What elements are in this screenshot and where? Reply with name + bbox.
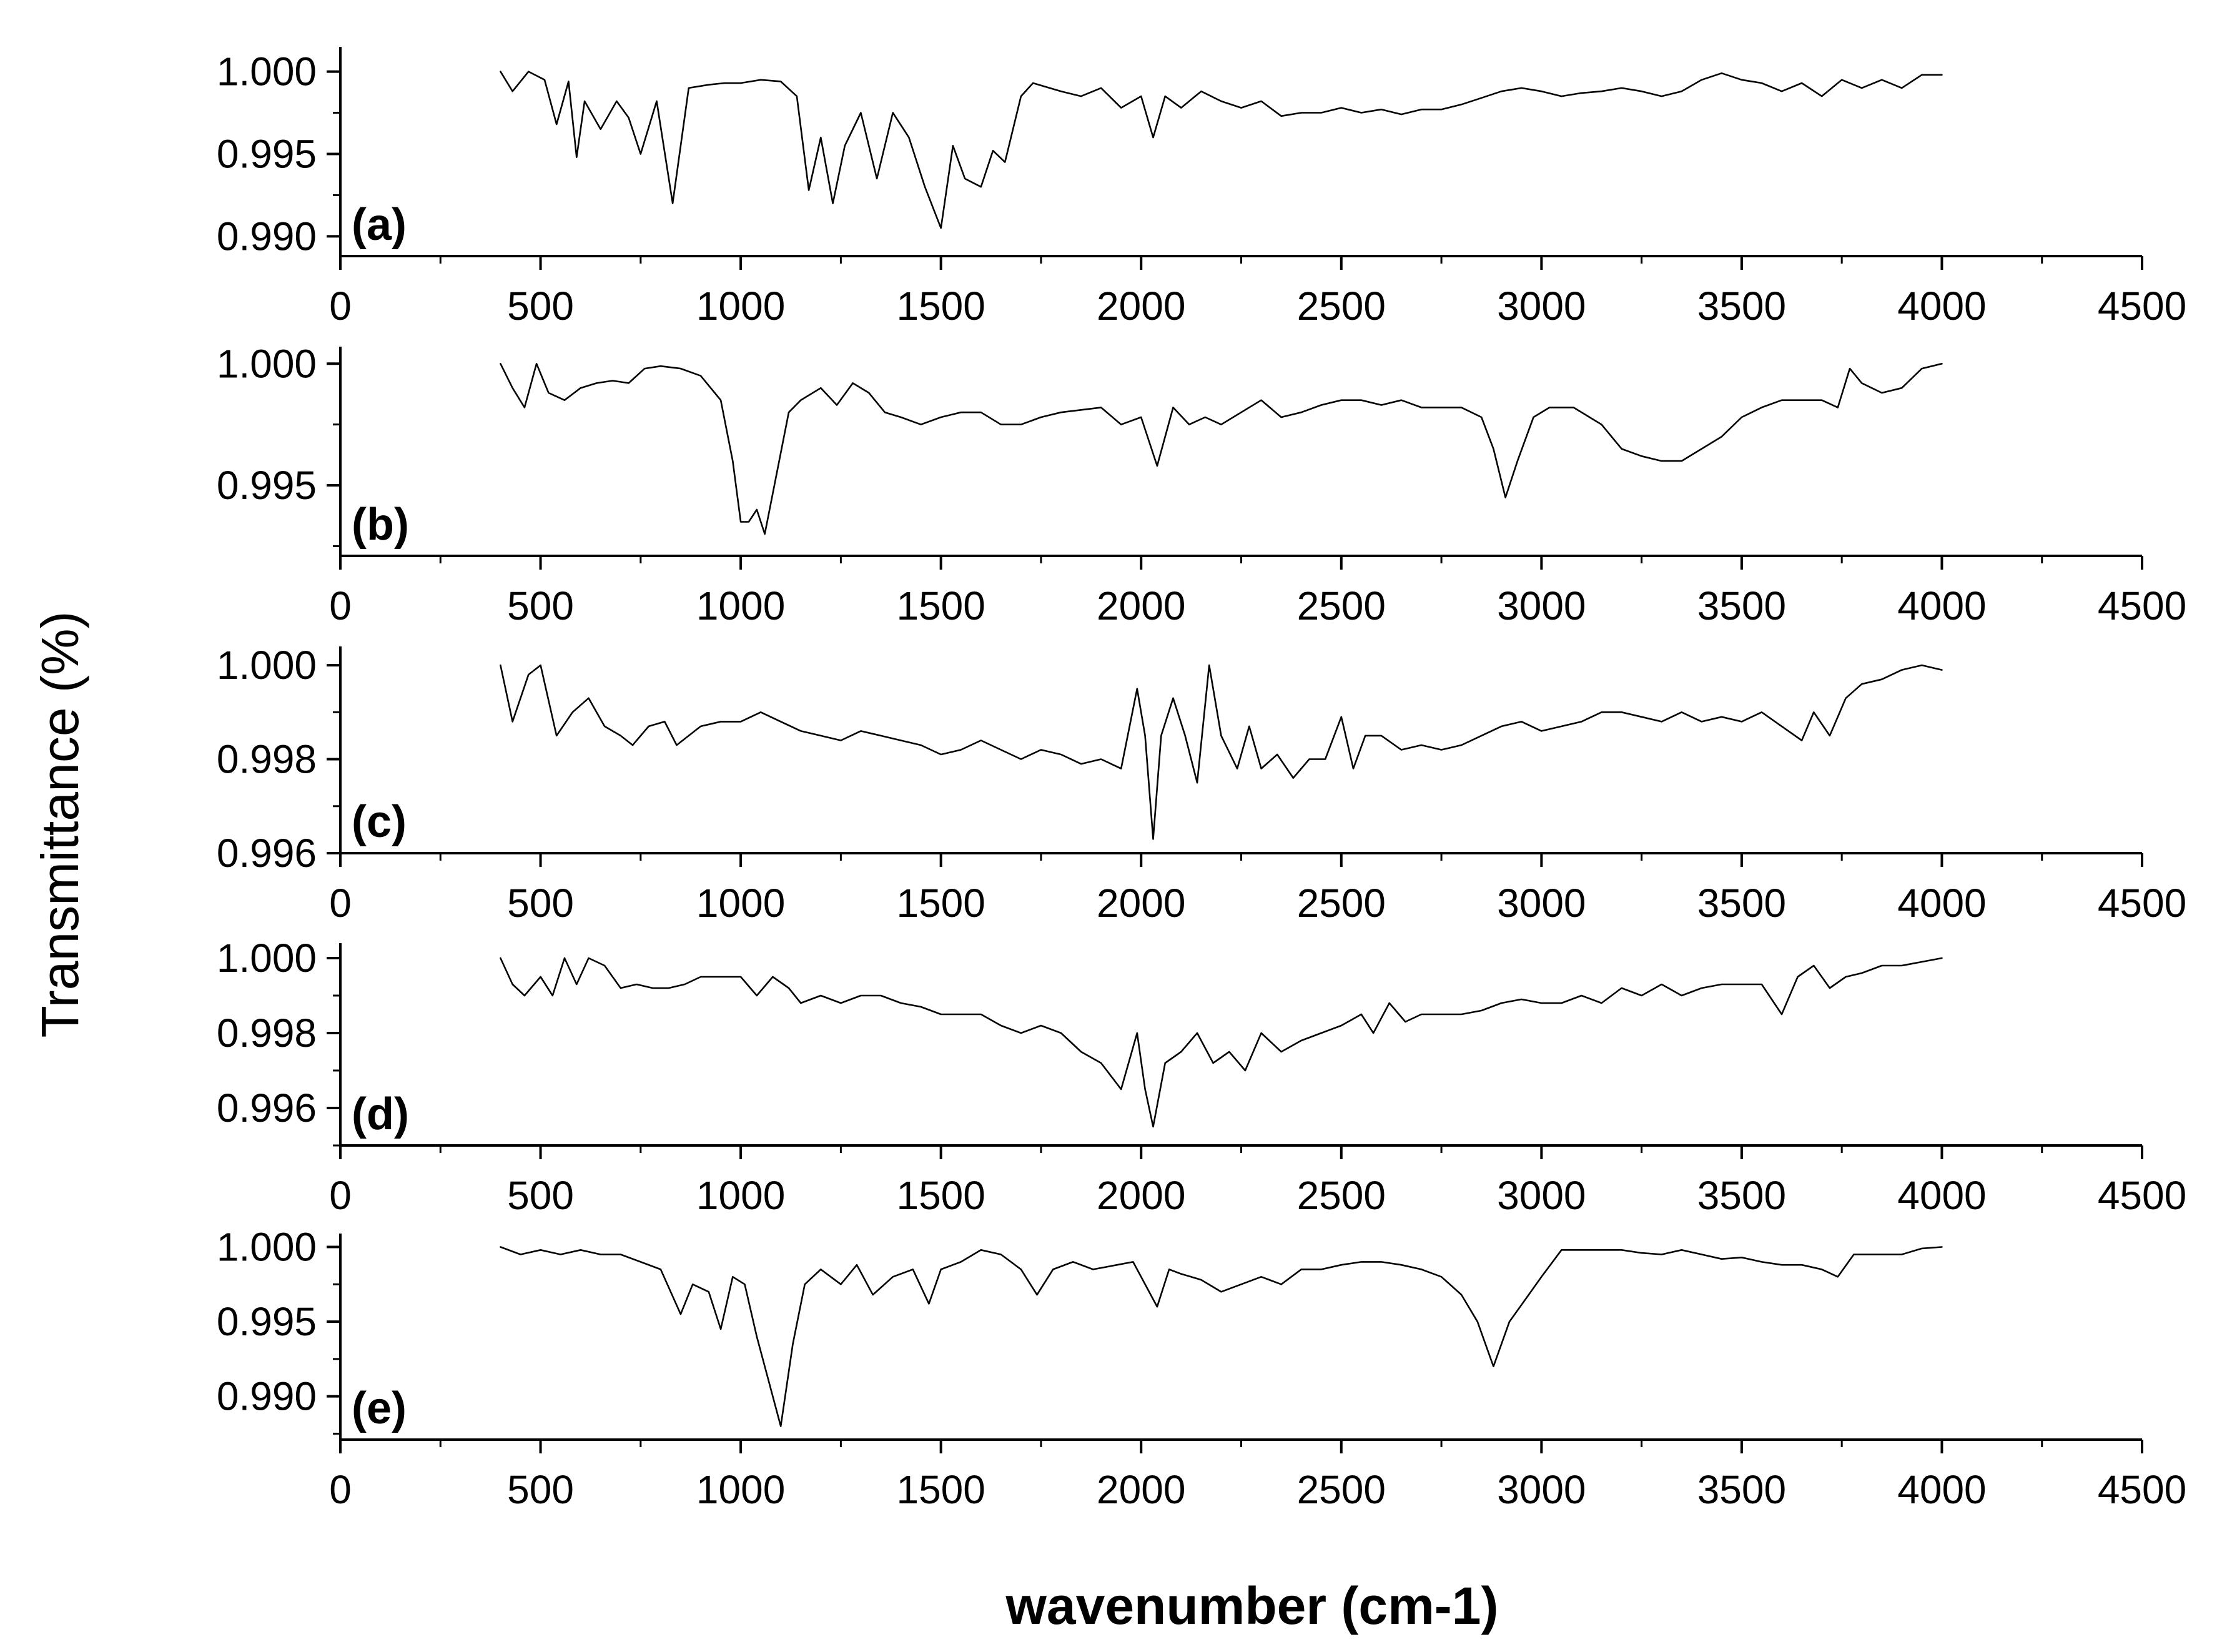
y-tick-label-b-1: 1.000 [217,341,317,386]
x-tick-label-d-4: 2000 [1097,1173,1185,1218]
x-tick-label-c-3: 1500 [896,881,985,926]
y-tick-label-e-1: 0.995 [217,1299,317,1344]
x-tick-label-a-9: 4500 [2098,284,2186,329]
x-tick-label-d-7: 3500 [1697,1173,1786,1218]
x-tick-label-e-9: 4500 [2098,1467,2186,1512]
x-tick-label-b-0: 0 [329,583,352,628]
panel-label-d: (d) [352,1089,409,1139]
panel-label-b: (b) [352,500,409,550]
y-tick-label-e-2: 1.000 [217,1225,317,1270]
x-tick-label-c-8: 4000 [1897,881,1986,926]
x-tick-label-b-8: 4000 [1897,583,1986,628]
panel-label-c: (c) [352,797,407,847]
x-tick-label-d-2: 1000 [696,1173,785,1218]
x-axis-title: wavenumber (cm-1) [1005,1576,1499,1635]
y-tick-label-d-2: 1.000 [217,936,317,981]
x-tick-label-b-1: 500 [507,583,574,628]
x-tick-label-b-4: 2000 [1097,583,1185,628]
x-tick-label-e-8: 4000 [1897,1467,1986,1512]
x-tick-label-c-7: 3500 [1697,881,1786,926]
x-tick-label-b-3: 1500 [896,583,985,628]
x-tick-label-d-1: 500 [507,1173,574,1218]
spectrum-line-c [500,664,1943,840]
x-tick-label-e-1: 500 [507,1467,574,1512]
y-tick-label-d-1: 0.998 [217,1011,317,1056]
panel-d: 0 500 1000 1500 2000 2500 3000 3500 4000 4500 0.99… [217,936,2186,1218]
y-tick-label-a-0: 0.990 [217,214,317,259]
x-tick-label-e-5: 2500 [1297,1467,1386,1512]
x-tick-label-b-6: 3000 [1497,583,1586,628]
x-tick-label-c-4: 2000 [1097,881,1185,926]
x-tick-label-c-1: 500 [507,881,574,926]
x-tick-label-b-2: 1000 [696,583,785,628]
x-tick-label-d-8: 4000 [1897,1173,1986,1218]
x-tick-label-b-9: 4500 [2098,583,2186,628]
x-tick-label-d-0: 0 [329,1173,352,1218]
x-tick-label-d-3: 1500 [896,1173,985,1218]
x-tick-label-c-9: 4500 [2098,881,2186,926]
panel-b: 0 500 1000 1500 2000 2500 3000 3500 4000 4500 0.99… [217,341,2186,628]
panel-label-a: (a) [352,200,407,250]
x-tick-label-e-4: 2000 [1097,1467,1185,1512]
x-tick-label-c-6: 3000 [1497,881,1586,926]
x-tick-label-a-7: 3500 [1697,284,1786,329]
x-tick-label-a-8: 4000 [1897,284,1986,329]
panel-c: 0 500 1000 1500 2000 2500 3000 3500 4000 4500 0.99… [217,643,2186,926]
x-tick-label-e-6: 3000 [1497,1467,1586,1512]
y-tick-label-a-2: 1.000 [217,49,317,94]
panel-label-e: (e) [352,1383,407,1433]
x-tick-label-e-2: 1000 [696,1467,785,1512]
x-tick-label-b-7: 3500 [1697,583,1786,628]
spectrum-line-a [500,71,1943,229]
x-tick-label-a-3: 1500 [896,284,985,329]
y-tick-label-c-0: 0.996 [217,831,317,876]
y-tick-label-d-0: 0.996 [217,1086,317,1130]
x-tick-label-b-5: 2500 [1297,583,1386,628]
chart-panels: 0 500 1000 1500 2000 2500 3000 3500 4000 4500 0.99… [217,47,2186,1512]
panel-a: 0 500 1000 1500 2000 2500 3000 3500 4000 4500 0.99… [217,47,2186,329]
y-axis-title: Transmittance (%) [31,611,89,1037]
y-tick-label-c-1: 0.998 [217,737,317,782]
x-tick-label-d-5: 2500 [1297,1173,1386,1218]
x-tick-label-d-9: 4500 [2098,1173,2186,1218]
y-tick-label-b-0: 0.995 [217,463,317,508]
y-tick-label-c-2: 1.000 [217,643,317,688]
x-tick-label-c-0: 0 [329,881,352,926]
x-tick-label-c-2: 1000 [696,881,785,926]
x-tick-label-e-7: 3500 [1697,1467,1786,1512]
x-tick-label-e-0: 0 [329,1467,352,1512]
x-tick-label-a-5: 2500 [1297,284,1386,329]
spectrum-line-b [500,363,1943,535]
x-tick-label-e-3: 1500 [896,1467,985,1512]
x-tick-label-a-0: 0 [329,284,352,329]
x-tick-label-a-6: 3000 [1497,284,1586,329]
x-tick-label-d-6: 3000 [1497,1173,1586,1218]
spectrum-line-d [500,957,1943,1128]
x-tick-label-c-5: 2500 [1297,881,1386,926]
spectrum-line-e [500,1246,1943,1427]
panel-e: 0 500 1000 1500 2000 2500 3000 3500 4000 4500 0.99… [217,1225,2186,1512]
x-tick-label-a-2: 1000 [696,284,785,329]
x-tick-label-a-1: 500 [507,284,574,329]
y-tick-label-e-0: 0.990 [217,1374,317,1419]
y-tick-label-a-1: 0.995 [217,131,317,176]
x-tick-label-a-4: 2000 [1097,284,1185,329]
